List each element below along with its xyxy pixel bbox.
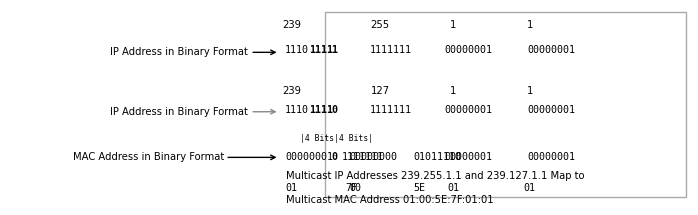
Text: IP Address in Binary Format: IP Address in Binary Format bbox=[110, 47, 248, 57]
Text: 239: 239 bbox=[283, 86, 302, 95]
Text: 01: 01 bbox=[524, 183, 536, 193]
Text: 00000001: 00000001 bbox=[527, 105, 575, 115]
Text: 0: 0 bbox=[331, 152, 337, 162]
Text: 127: 127 bbox=[371, 86, 390, 95]
Bar bbox=[325, 12, 686, 197]
Text: 00000001: 00000001 bbox=[444, 45, 492, 55]
Text: 0: 0 bbox=[331, 105, 337, 115]
Text: 255: 255 bbox=[371, 20, 390, 30]
Text: 1: 1 bbox=[450, 20, 456, 30]
Text: 00000001: 00000001 bbox=[527, 45, 575, 55]
Text: 1: 1 bbox=[331, 45, 337, 55]
Text: Multicast IP Addresses 239.255.1.1 and 239.127.1.1 Map to: Multicast IP Addresses 239.255.1.1 and 2… bbox=[286, 172, 585, 181]
Text: 1: 1 bbox=[450, 86, 456, 95]
Text: 7F: 7F bbox=[345, 183, 357, 193]
Text: Multicast MAC Address 01:00:5E:7F:01:01: Multicast MAC Address 01:00:5E:7F:01:01 bbox=[286, 195, 494, 205]
Text: 00000001: 00000001 bbox=[444, 152, 492, 162]
Text: |4 Bits|4 Bits|: |4 Bits|4 Bits| bbox=[300, 134, 373, 143]
Text: 1111111: 1111111 bbox=[370, 45, 412, 55]
Text: IP Address in Binary Format: IP Address in Binary Format bbox=[110, 107, 248, 117]
Text: 00000001: 00000001 bbox=[285, 152, 333, 162]
Text: 01: 01 bbox=[447, 183, 459, 193]
Text: 1111111: 1111111 bbox=[370, 105, 412, 115]
Text: MAC Address in Binary Format: MAC Address in Binary Format bbox=[73, 152, 224, 162]
Text: 00000001: 00000001 bbox=[527, 152, 575, 162]
Text: 00000000: 00000000 bbox=[349, 152, 397, 162]
Text: 1110: 1110 bbox=[285, 105, 309, 115]
Text: 01: 01 bbox=[285, 183, 297, 193]
Text: 1111: 1111 bbox=[309, 105, 333, 115]
Text: 1110: 1110 bbox=[285, 45, 309, 55]
Text: 1: 1 bbox=[526, 86, 533, 95]
Text: 1: 1 bbox=[526, 20, 533, 30]
Text: 1111: 1111 bbox=[309, 45, 333, 55]
Text: 00000001: 00000001 bbox=[444, 105, 492, 115]
Text: 1111111: 1111111 bbox=[342, 152, 384, 162]
Text: 00: 00 bbox=[349, 183, 361, 193]
Text: 01011110: 01011110 bbox=[413, 152, 461, 162]
Text: 5E: 5E bbox=[413, 183, 425, 193]
Text: 239: 239 bbox=[283, 20, 302, 30]
